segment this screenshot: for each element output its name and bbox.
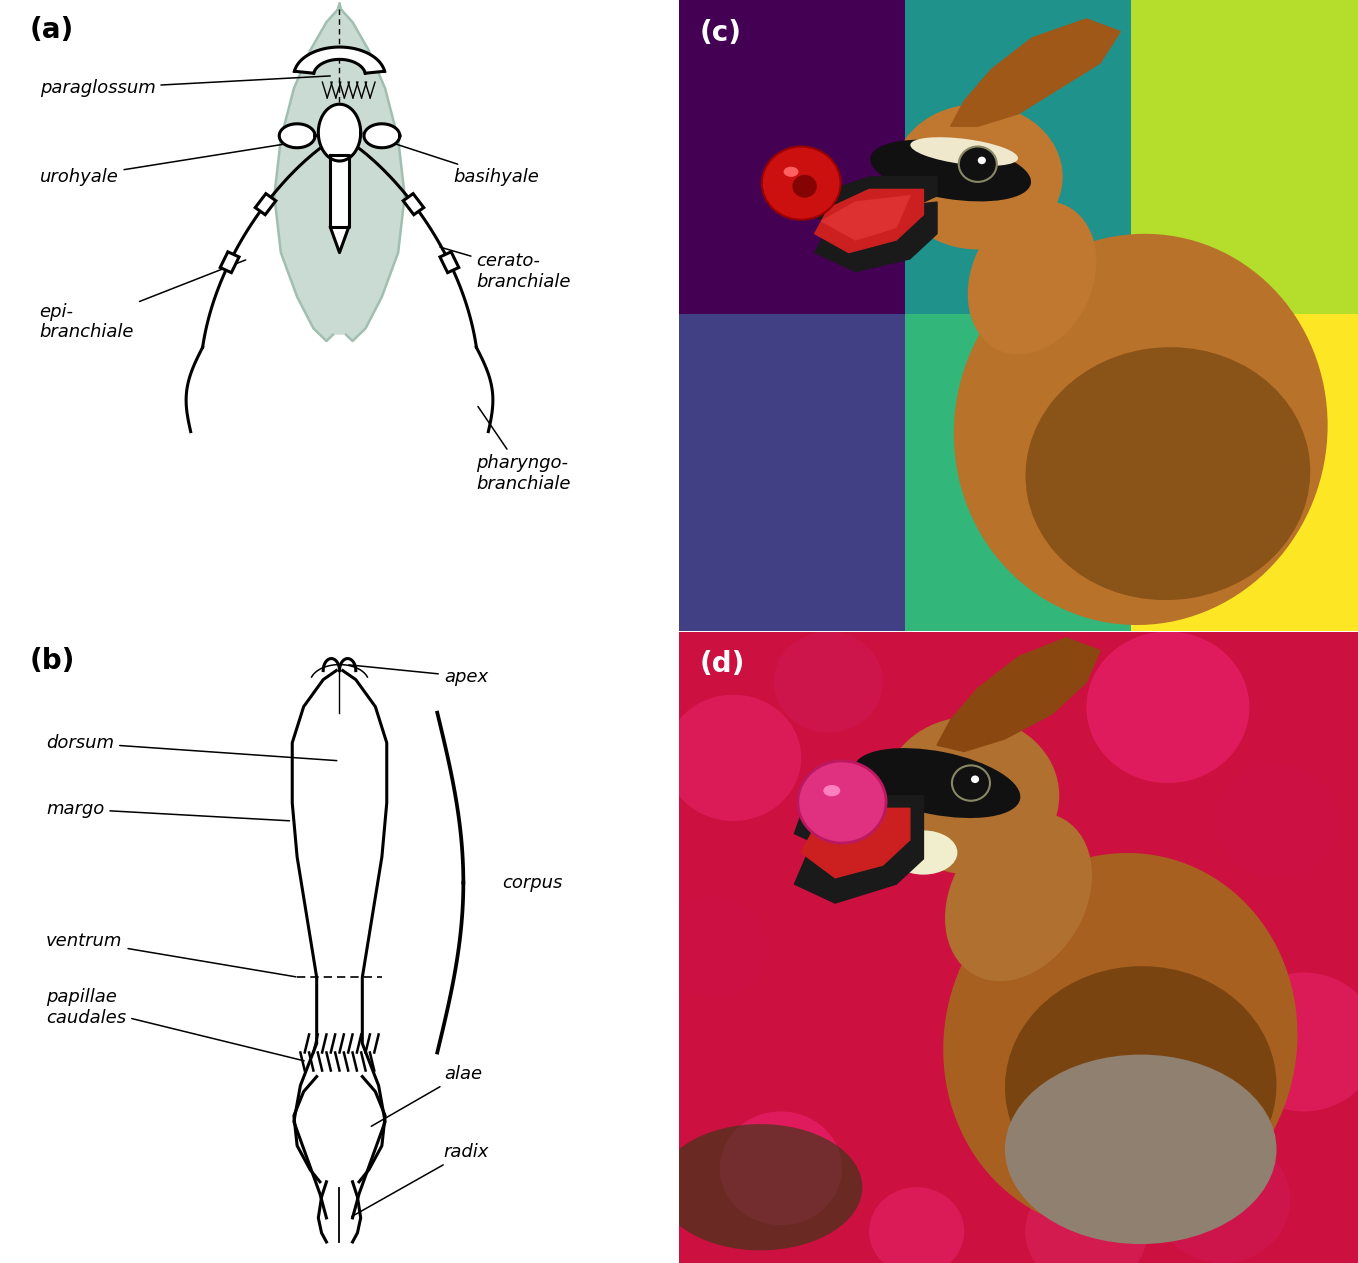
Circle shape (1086, 632, 1249, 783)
Polygon shape (292, 671, 387, 1218)
Circle shape (1215, 764, 1338, 878)
Text: radix: radix (352, 1143, 489, 1216)
Text: paraglossum: paraglossum (39, 76, 330, 97)
Polygon shape (274, 10, 405, 341)
Text: epi-
branchiale: epi- branchiale (39, 260, 246, 341)
Circle shape (774, 632, 883, 733)
Polygon shape (794, 796, 923, 853)
Polygon shape (815, 202, 937, 272)
Text: dorsum: dorsum (46, 734, 337, 760)
Circle shape (971, 775, 979, 783)
Text: (d): (d) (699, 650, 744, 678)
Polygon shape (403, 193, 424, 215)
Circle shape (1154, 1137, 1290, 1263)
Circle shape (959, 147, 997, 182)
Text: (a): (a) (30, 15, 75, 44)
Circle shape (665, 695, 801, 821)
Polygon shape (951, 19, 1120, 126)
Ellipse shape (910, 138, 1018, 165)
Polygon shape (295, 47, 384, 73)
Text: pharyngo-
branchiale: pharyngo- branchiale (477, 407, 570, 493)
Ellipse shape (953, 234, 1328, 625)
Circle shape (978, 157, 986, 164)
Polygon shape (440, 251, 459, 273)
Polygon shape (808, 177, 937, 227)
Text: margo: margo (46, 799, 289, 821)
Ellipse shape (968, 201, 1096, 355)
Circle shape (1025, 1175, 1148, 1263)
Ellipse shape (1025, 347, 1310, 600)
Polygon shape (364, 124, 399, 148)
Polygon shape (815, 189, 923, 253)
Text: alae: alae (371, 1065, 482, 1127)
Ellipse shape (659, 1124, 862, 1250)
Circle shape (1229, 973, 1358, 1111)
Text: papillae
caudales: papillae caudales (46, 988, 304, 1061)
Text: basihyale: basihyale (364, 134, 539, 186)
Ellipse shape (883, 717, 1059, 874)
Ellipse shape (784, 167, 799, 177)
Circle shape (793, 176, 818, 197)
Polygon shape (937, 638, 1100, 751)
Polygon shape (330, 227, 349, 253)
Text: corpus: corpus (502, 874, 562, 892)
Ellipse shape (823, 784, 841, 797)
Ellipse shape (945, 812, 1092, 981)
Circle shape (720, 1111, 842, 1225)
Ellipse shape (854, 748, 1020, 818)
Circle shape (799, 760, 887, 844)
Ellipse shape (1005, 1055, 1277, 1244)
Text: cerato-
branchiale: cerato- branchiale (440, 248, 570, 290)
Polygon shape (822, 196, 910, 240)
Text: (b): (b) (30, 647, 75, 674)
Polygon shape (801, 808, 910, 878)
Circle shape (869, 1187, 964, 1263)
Text: ventrum: ventrum (46, 932, 296, 976)
Polygon shape (255, 193, 276, 215)
Ellipse shape (889, 831, 957, 875)
Polygon shape (330, 155, 349, 227)
Polygon shape (220, 251, 239, 273)
Ellipse shape (944, 853, 1297, 1231)
Polygon shape (794, 821, 923, 903)
Ellipse shape (894, 105, 1062, 250)
Circle shape (762, 147, 841, 220)
Polygon shape (318, 105, 361, 160)
Ellipse shape (870, 140, 1031, 201)
Text: (c): (c) (699, 19, 741, 47)
Text: urohyale: urohyale (39, 143, 295, 186)
Circle shape (952, 765, 990, 801)
Polygon shape (280, 124, 315, 148)
Circle shape (659, 897, 767, 998)
Ellipse shape (1005, 966, 1277, 1206)
Text: apex: apex (349, 664, 488, 686)
